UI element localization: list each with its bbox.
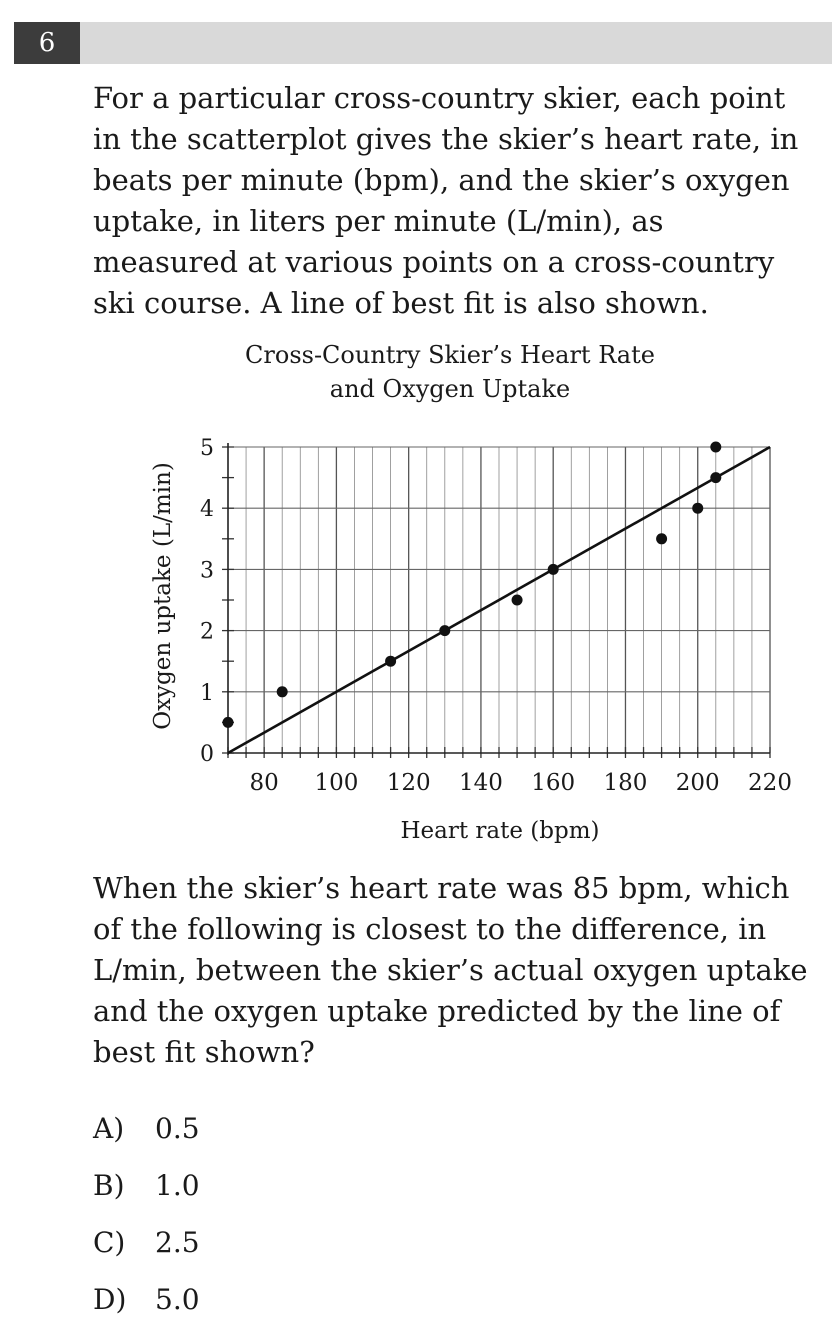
answer-choice-letter: B)	[93, 1169, 125, 1202]
answer-choice-letter: A)	[93, 1112, 125, 1145]
answer-choice[interactable]: B) 1.0	[93, 1163, 200, 1220]
chart-subtitle: and Oxygen Uptake	[329, 375, 571, 403]
x-tick-label: 220	[748, 770, 792, 796]
best-fit-line-layer	[227, 445, 771, 755]
question-header-bar	[14, 22, 832, 64]
y-tick-label: 1	[200, 681, 214, 706]
question-number: 6	[14, 22, 80, 64]
data-points-layer	[222, 441, 722, 728]
data-point	[276, 686, 288, 698]
question-prompt: For a particular cross-country skier, ea…	[93, 81, 799, 320]
x-tick-label: 180	[604, 770, 648, 796]
data-point	[439, 625, 451, 637]
x-tick-label: 140	[459, 770, 503, 796]
x-tick-label: 200	[676, 770, 720, 796]
chart-title: Cross-Country Skier’s Heart Rate	[245, 341, 655, 369]
answer-choice-text: 1.0	[155, 1169, 200, 1202]
data-point	[222, 716, 234, 728]
question-stem: When the skier’s heart rate was 85 bpm, …	[93, 871, 808, 1069]
data-point	[511, 594, 523, 606]
answer-choice[interactable]: D) 5.0	[93, 1277, 200, 1334]
answer-choice-text: 5.0	[155, 1283, 200, 1316]
scatterplot-chart: 80 100 120 140 160 180 200 220 0 1 2 3 4 5 Heart rate…	[150, 436, 792, 844]
y-tick-label: 0	[200, 742, 214, 767]
y-tick-label: 4	[200, 497, 214, 522]
chart-grid	[227, 446, 771, 754]
y-tick-label: 3	[200, 558, 214, 583]
x-tick-label: 120	[387, 770, 431, 796]
chart-title-block: Cross-Country Skier’s Heart Rate and Oxy…	[200, 338, 700, 406]
best-fit-line	[227, 445, 771, 755]
tick-labels-layer: 80 100 120 140 160 180 200 220 0 1 2 3 4 5	[200, 436, 792, 796]
x-tick-label: 160	[531, 770, 575, 796]
answer-choices: A) 0.5 B) 1.0 C) 2.5 D) 5.0	[93, 1106, 200, 1334]
data-point	[385, 655, 397, 667]
y-axis-label: Oxygen uptake (L/min)	[150, 462, 176, 730]
x-axis-label: Heart rate (bpm)	[400, 818, 599, 844]
answer-choice-text: 0.5	[155, 1112, 200, 1145]
x-tick-label: 100	[314, 770, 358, 796]
data-point	[710, 472, 722, 484]
answer-choice[interactable]: C) 2.5	[93, 1220, 200, 1277]
answer-choice-letter: C)	[93, 1226, 126, 1259]
answer-choice[interactable]: A) 0.5	[93, 1106, 200, 1163]
data-point	[692, 502, 704, 514]
answer-choice-text: 2.5	[155, 1226, 200, 1259]
y-tick-label: 5	[200, 436, 214, 461]
data-point	[656, 533, 668, 545]
data-point	[710, 441, 722, 453]
data-point	[547, 563, 559, 575]
answer-choice-letter: D)	[93, 1283, 127, 1316]
x-tick-label: 80	[249, 770, 278, 796]
y-tick-label: 2	[200, 620, 214, 645]
